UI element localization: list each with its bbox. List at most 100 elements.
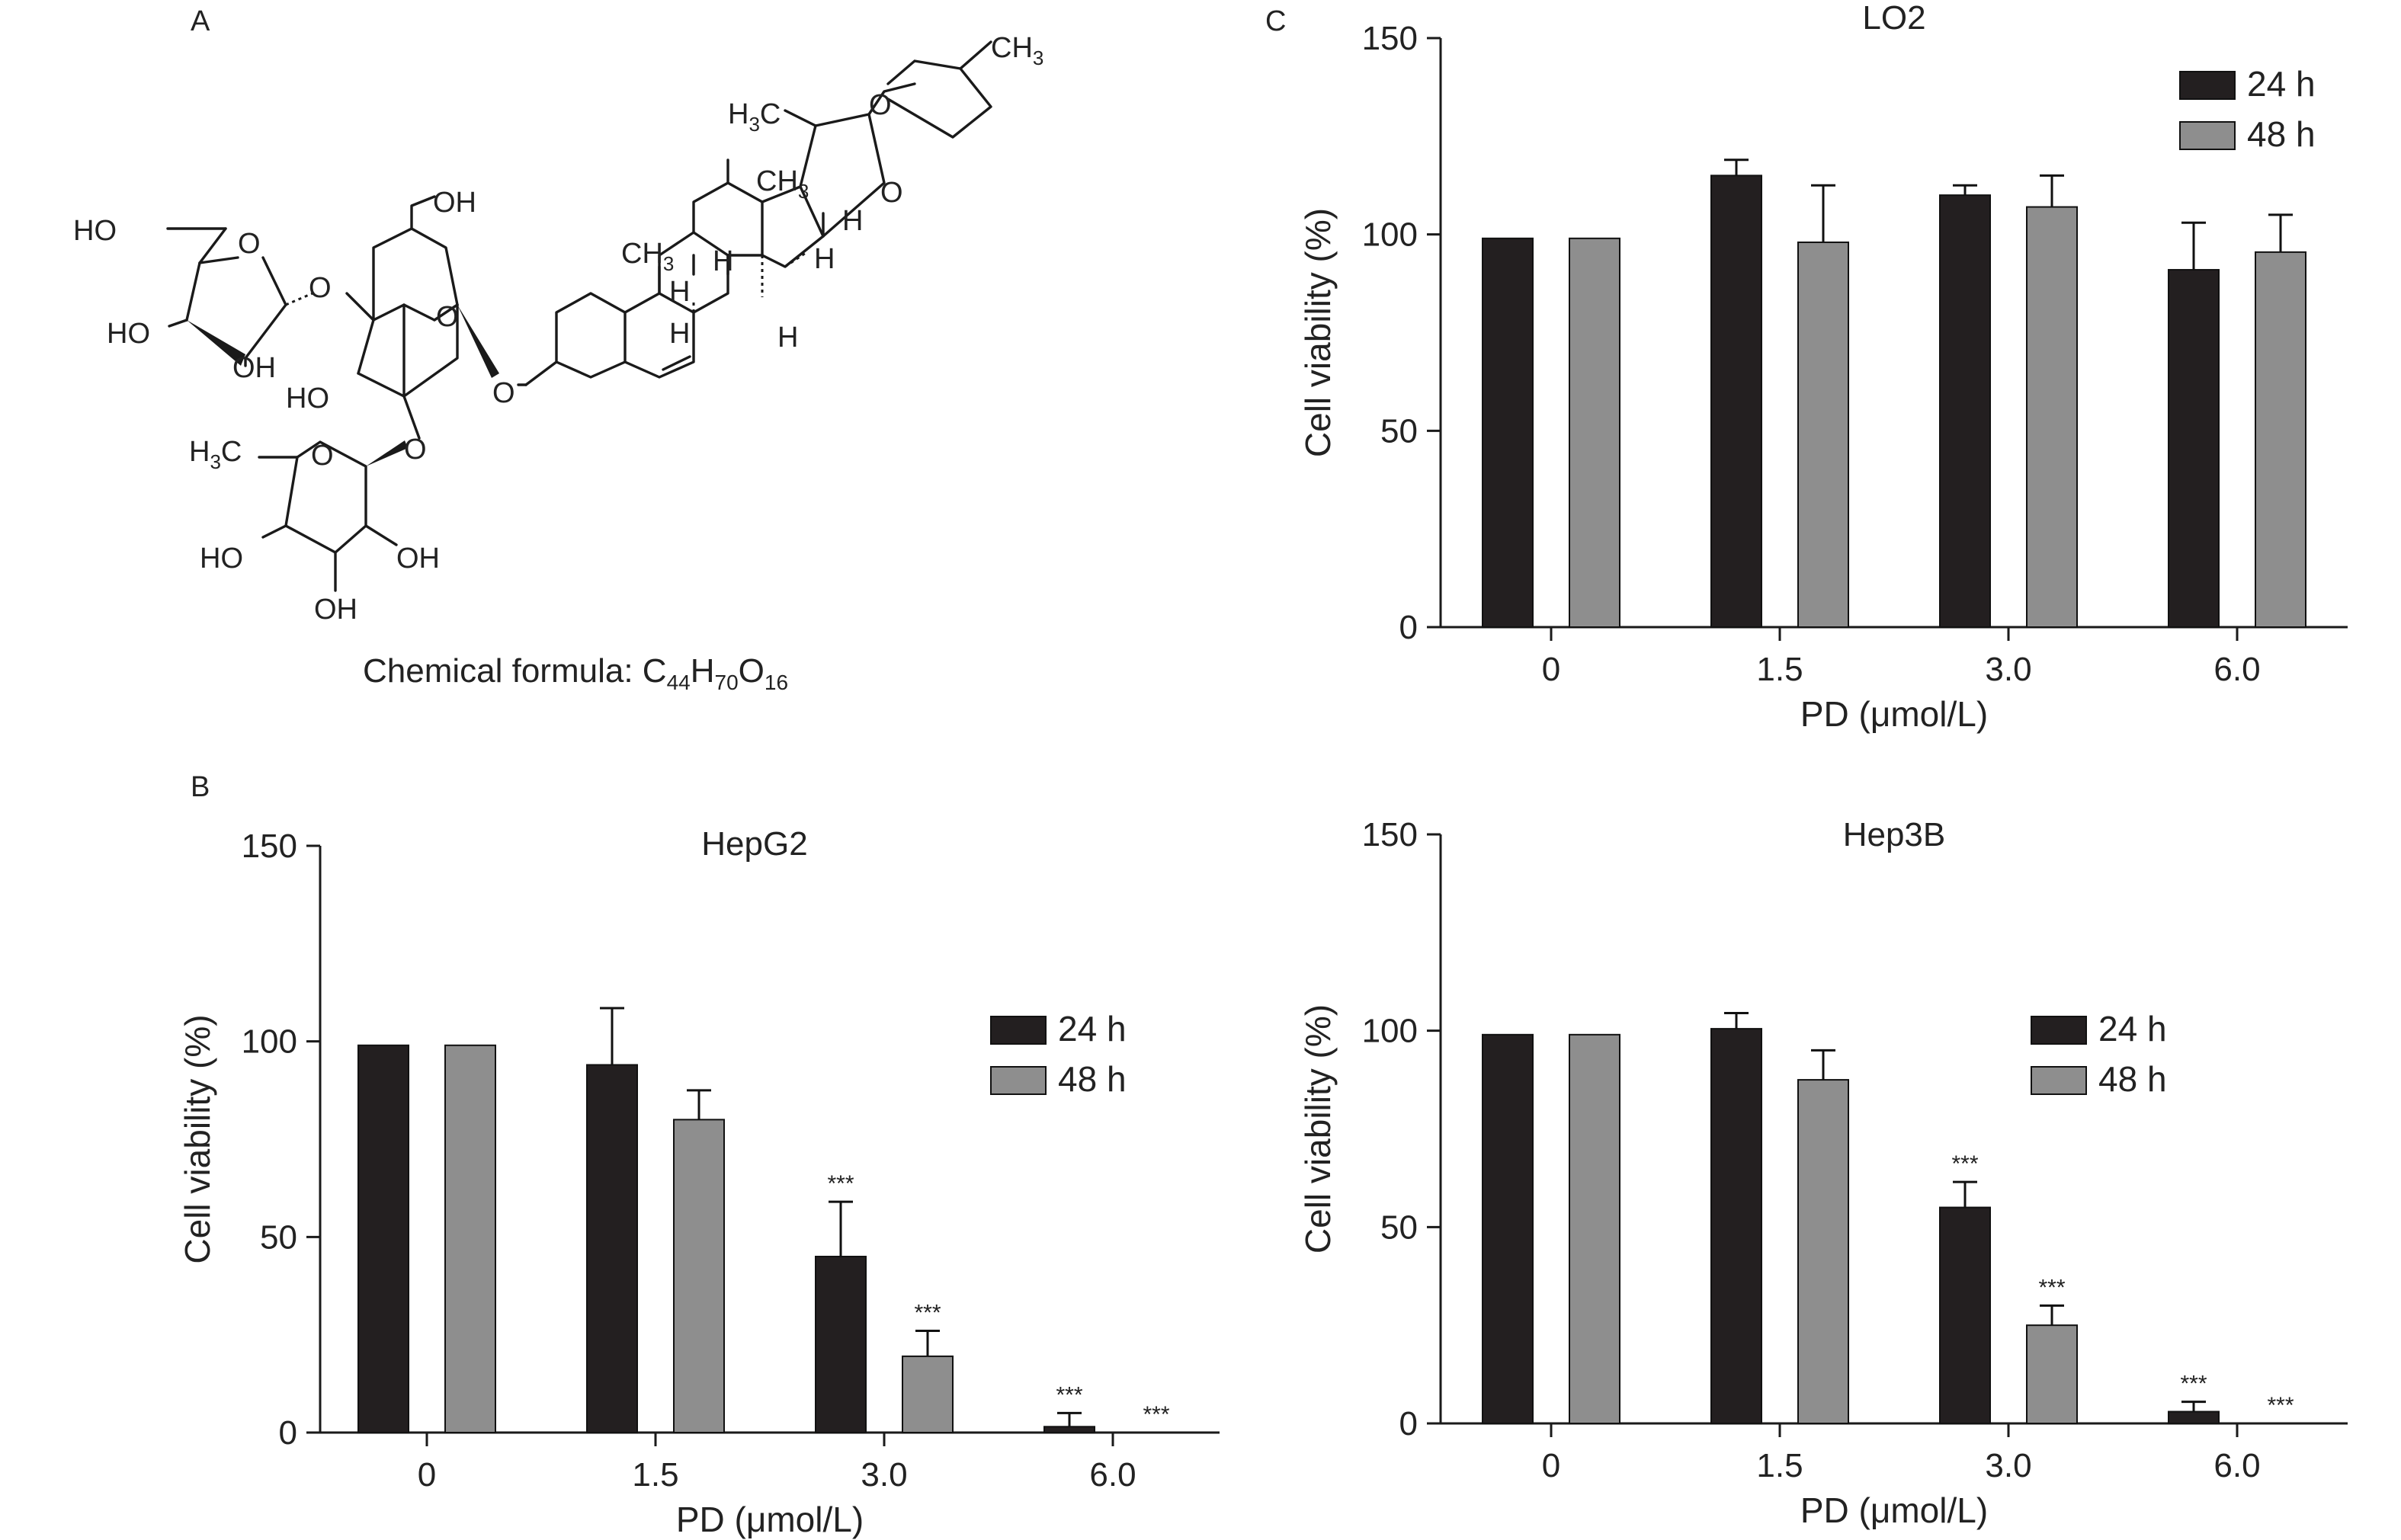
bar-24h-1_5	[1710, 174, 1762, 629]
wedge-bond	[457, 305, 499, 378]
bond	[692, 181, 764, 257]
legend-swatch	[2031, 1016, 2087, 1045]
x-tick-label: 1.5	[632, 1456, 678, 1494]
x-tick-label: 0	[1542, 651, 1560, 688]
chemical-formula: Chemical formula: C44H70O16	[363, 652, 788, 694]
y-tick-label: 0	[279, 1414, 297, 1452]
chart-lo2: 0 50 100 150 0 1.5 3.0 6.0 PD (μmol/L) Cell viabi…	[1298, 0, 2348, 734]
bar-24h-6_0	[2168, 269, 2220, 628]
x-axis-title: PD (μmol/L)	[676, 1500, 864, 1539]
atom-label-ho: HO	[73, 215, 117, 247]
bar-48h-3_0	[902, 1355, 954, 1434]
atom-label-h: H	[669, 318, 690, 350]
panel-label-a: A	[191, 5, 210, 37]
atom-label-o: O	[880, 177, 903, 209]
bond	[623, 292, 695, 379]
significance-mark: ***	[914, 1301, 941, 1326]
atom-label-ch3: CH3	[621, 238, 674, 275]
legend-label: 48 h	[1058, 1059, 1127, 1099]
bar-48h-0	[444, 1044, 496, 1434]
formula-element: O	[739, 652, 765, 690]
bond	[364, 524, 398, 546]
bar-24h-0	[1482, 1033, 1534, 1424]
bond	[410, 195, 436, 230]
atom-label-o: O	[311, 440, 334, 472]
bond	[784, 109, 817, 127]
x-tick-label: 6.0	[1089, 1456, 1136, 1494]
atom-label-ch3: CH3	[991, 32, 1043, 69]
atom-label-oh: OH	[314, 594, 357, 626]
atom-label-o: O	[869, 89, 892, 121]
y-tick-label: 150	[242, 828, 297, 865]
formula-subscript: 16	[765, 671, 788, 694]
bond	[198, 256, 239, 264]
atom-label-oh: OH	[433, 187, 476, 219]
wedge-bond	[187, 320, 245, 366]
x-tick-label: 3.0	[1985, 651, 2031, 688]
x-tick-label: 6.0	[2213, 1447, 2260, 1484]
legend-label: 48 h	[2098, 1059, 2167, 1099]
chart-title: Hep3B	[1843, 816, 1946, 853]
legend-swatch	[990, 1066, 1047, 1095]
atom-label-o: O	[436, 301, 459, 333]
significance-mark: ***	[2267, 1393, 2294, 1418]
bond	[198, 227, 227, 264]
atom-label-h3c: H3C	[728, 98, 781, 136]
x-tick-label: 3.0	[861, 1456, 907, 1494]
bar-48h-0	[1569, 1033, 1620, 1424]
atom-label-h3c: H3C	[189, 436, 242, 473]
bond	[867, 82, 916, 116]
bond	[402, 395, 421, 440]
bond	[284, 456, 299, 527]
bond	[357, 319, 375, 375]
x-tick-label: 3.0	[1985, 1447, 2031, 1484]
panel-label-b: B	[191, 771, 210, 803]
hash-bond	[784, 250, 809, 268]
bar-48h-1_5	[1797, 241, 1849, 628]
bond	[959, 40, 992, 70]
x-tick-label: 0	[418, 1456, 436, 1494]
legend-label: 24 h	[2247, 64, 2316, 104]
bar-48h-3_0	[2026, 206, 2078, 628]
bond	[168, 319, 188, 328]
bond	[524, 292, 627, 386]
x-tick-label: 0	[1542, 1447, 1560, 1484]
chart-title: LO2	[1862, 0, 1925, 37]
legend-label: 24 h	[1058, 1009, 1127, 1049]
bar-24h-3_0	[1939, 194, 1991, 628]
legend-swatch	[2179, 71, 2236, 100]
atom-label-ch3: CH3	[756, 165, 809, 203]
significance-mark: ***	[1056, 1382, 1082, 1407]
formula-element: H	[691, 652, 715, 690]
bond	[658, 231, 729, 314]
bond	[886, 59, 992, 139]
chemical-structure: HO O HO OH O OH O HO O O H3C O HO OH OH …	[73, 32, 1043, 626]
x-axis-title: PD (μmol/L)	[1800, 694, 1988, 734]
bond	[244, 303, 287, 360]
y-tick-label: 150	[1362, 20, 1418, 57]
atom-label-h: H	[842, 205, 863, 237]
bond	[799, 124, 817, 188]
atom-label-ho: HO	[286, 383, 329, 415]
x-tick-label: 6.0	[2213, 651, 2260, 688]
atom-label-oh: OH	[232, 352, 276, 384]
bar-24h-6_0	[2168, 1410, 2220, 1425]
bar-24h-3_0	[815, 1256, 867, 1433]
atom-label-o: O	[309, 272, 332, 304]
significance-mark: ***	[2180, 1372, 2207, 1397]
atom-label-h: H	[814, 243, 835, 275]
chart-title: HepG2	[701, 825, 807, 863]
bar-24h-0	[1482, 237, 1534, 628]
atom-label-o: O	[238, 228, 261, 260]
bond	[433, 303, 459, 322]
y-axis-title: Cell viability (%)	[1298, 1004, 1338, 1253]
x-axis-title: PD (μmol/L)	[1800, 1490, 1988, 1530]
y-tick-label: 100	[1362, 216, 1418, 254]
bar-24h-1_5	[586, 1064, 638, 1433]
y-tick-label: 100	[242, 1023, 297, 1061]
atom-label-h: H	[669, 276, 690, 308]
significance-mark: ***	[1143, 1402, 1169, 1427]
y-tick-label: 50	[260, 1218, 297, 1256]
